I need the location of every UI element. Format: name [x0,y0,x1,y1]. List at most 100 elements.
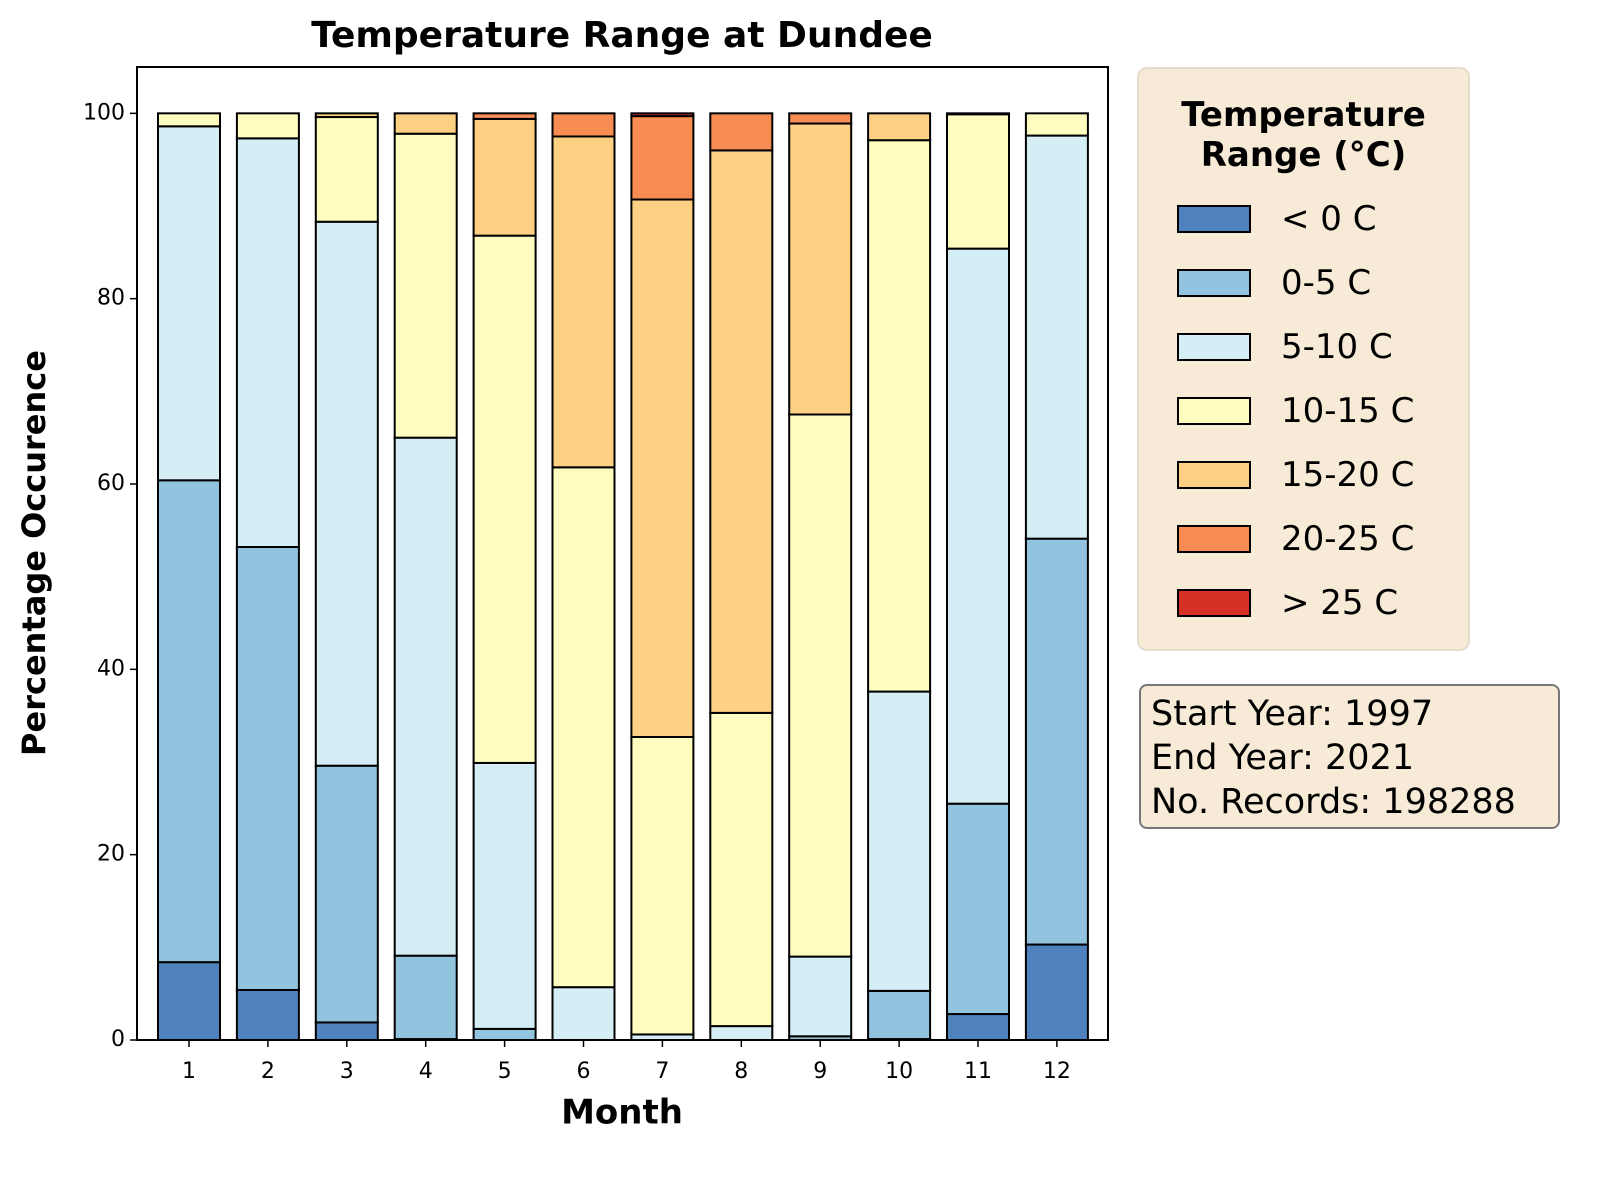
legend-swatch [1177,525,1251,553]
bar-segment [946,112,1010,116]
y-tick-label: 100 [83,100,125,125]
chart-title: Temperature Range at Dundee [311,15,933,56]
y-tick-label: 0 [111,1027,125,1052]
bar-segment [630,115,695,201]
legend-swatch [1177,397,1251,425]
bar-segment [709,711,774,1028]
bar-segment [235,137,300,549]
bar-segment [393,954,458,1041]
legend-entry: 10-15 C [1139,379,1468,443]
bar-segment [788,413,853,958]
bar-segment [946,113,1010,250]
annotation-line: End Year: 2021 [1151,738,1415,778]
annotation-box: Start Year: 1997 End Year: 2021 No. Record… [1139,684,1560,829]
bar-segment [788,122,853,416]
bar-segment [788,955,853,1038]
x-tick-label: 12 [1043,1059,1071,1084]
y-tick-label: 20 [97,842,125,867]
legend-label: > 25 C [1281,583,1399,623]
bar-segment [630,198,695,738]
legend: Temperature Range (°C) < 0 C 0-5 C 5-10 C 1… [1137,67,1470,651]
bar-segment [1024,943,1089,1042]
bar-segment [867,690,932,992]
bar-segment [472,112,537,120]
bar-segment [393,436,458,957]
legend-label: 10-15 C [1281,391,1415,431]
y-tick-label: 80 [97,286,125,311]
x-tick-label: 1 [182,1059,196,1084]
bar-segment [551,112,616,138]
x-tick-label: 9 [813,1059,827,1084]
bar-segment [551,466,616,989]
bar-segment [157,112,221,128]
legend-swatch [1177,333,1251,361]
legend-swatch [1177,269,1251,297]
plot-frame [136,66,1109,1041]
x-tick-label: 11 [964,1059,992,1084]
legend-entry: 5-10 C [1139,315,1468,379]
legend-label: 5-10 C [1281,327,1393,367]
bar-segment [393,132,458,439]
legend-entries: < 0 C 0-5 C 5-10 C 10-15 C 15-20 C 20-25 C > 2… [1139,187,1468,635]
bar-segment [946,802,1010,1016]
bar-segment [235,546,300,991]
bar-segment [1024,134,1089,540]
annotation-line: Start Year: 1997 [1151,694,1434,734]
bar-segment [946,247,1010,805]
legend-swatch [1177,461,1251,489]
bar-segment [867,112,932,142]
x-tick-label: 7 [655,1059,669,1084]
annotation-line: No. Records: 198288 [1151,782,1516,822]
bar-segment [630,112,695,118]
x-tick-label: 8 [734,1059,748,1084]
bar-segment [630,735,695,1036]
x-tick-label: 2 [261,1059,275,1084]
x-axis-label: Month [561,1093,683,1133]
bar-segment [157,125,221,482]
legend-label: 20-25 C [1281,519,1415,559]
legend-entry: > 25 C [1139,571,1468,635]
bar-segment [867,989,932,1041]
legend-label: 15-20 C [1281,455,1415,495]
y-tick-label: 60 [97,471,125,496]
x-tick-label: 6 [577,1059,591,1084]
bar-segment [1024,112,1089,137]
legend-entry: 15-20 C [1139,443,1468,507]
bar-segment [709,149,774,714]
x-tick-label: 5 [498,1059,512,1084]
y-tick-label: 40 [97,656,125,681]
legend-title: Temperature Range (°C) [1181,95,1426,175]
legend-entry: 0-5 C [1139,251,1468,315]
bar-segment [314,116,379,223]
bar-segment [867,139,932,693]
bar-segment [472,1027,537,1042]
bar-segment [314,112,379,119]
legend-label: < 0 C [1281,199,1377,239]
x-tick-label: 3 [340,1059,354,1084]
legend-entry: 20-25 C [1139,507,1468,571]
legend-entry: < 0 C [1139,187,1468,251]
bar-segment [157,479,221,964]
bar-segment [709,112,774,152]
bar-segment [314,220,379,767]
bar-segment [472,117,537,237]
bar-segment [393,112,458,135]
bar-segment [157,961,221,1041]
legend-swatch [1177,205,1251,233]
bar-segment [472,761,537,1030]
bar-segment [946,1013,1010,1042]
bar-segment [235,112,300,140]
y-axis-label: Percentage Occurence [15,350,53,756]
bar-segment [788,112,853,125]
bar-segment [709,1025,774,1041]
bar-segment [314,764,379,1024]
bar-segment [1024,537,1089,946]
legend-swatch [1177,589,1251,617]
bar-segment [314,1021,379,1041]
bar-segment [551,135,616,469]
bar-segment [235,988,300,1042]
legend-label: 0-5 C [1281,263,1372,303]
x-tick-label: 4 [419,1059,433,1084]
